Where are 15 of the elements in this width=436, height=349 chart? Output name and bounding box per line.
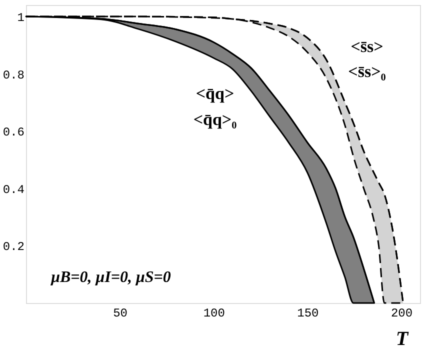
x-tick-label: 150 bbox=[297, 306, 319, 320]
x-axis-title: T bbox=[396, 328, 409, 349]
x-tick-label: 100 bbox=[203, 306, 225, 320]
x-tick-label: 50 bbox=[113, 306, 128, 320]
y-tick-label: 1 bbox=[17, 10, 24, 25]
annotation: <q̄q>₀ bbox=[193, 110, 237, 129]
annotation: μB=0, μI=0, μS=0 bbox=[50, 269, 171, 286]
y-tick-label: 0.2 bbox=[2, 240, 24, 254]
annotation: <s̄s>₀ bbox=[348, 62, 386, 81]
y-tick-label: 0.6 bbox=[2, 126, 24, 140]
x-tick-label: 200 bbox=[390, 306, 413, 320]
annotation: <s̄s> bbox=[350, 37, 384, 56]
y-tick-label: 0.4 bbox=[2, 182, 24, 197]
annotation: <q̄q> bbox=[196, 84, 234, 103]
y-tick-label: 0.8 bbox=[2, 68, 24, 82]
